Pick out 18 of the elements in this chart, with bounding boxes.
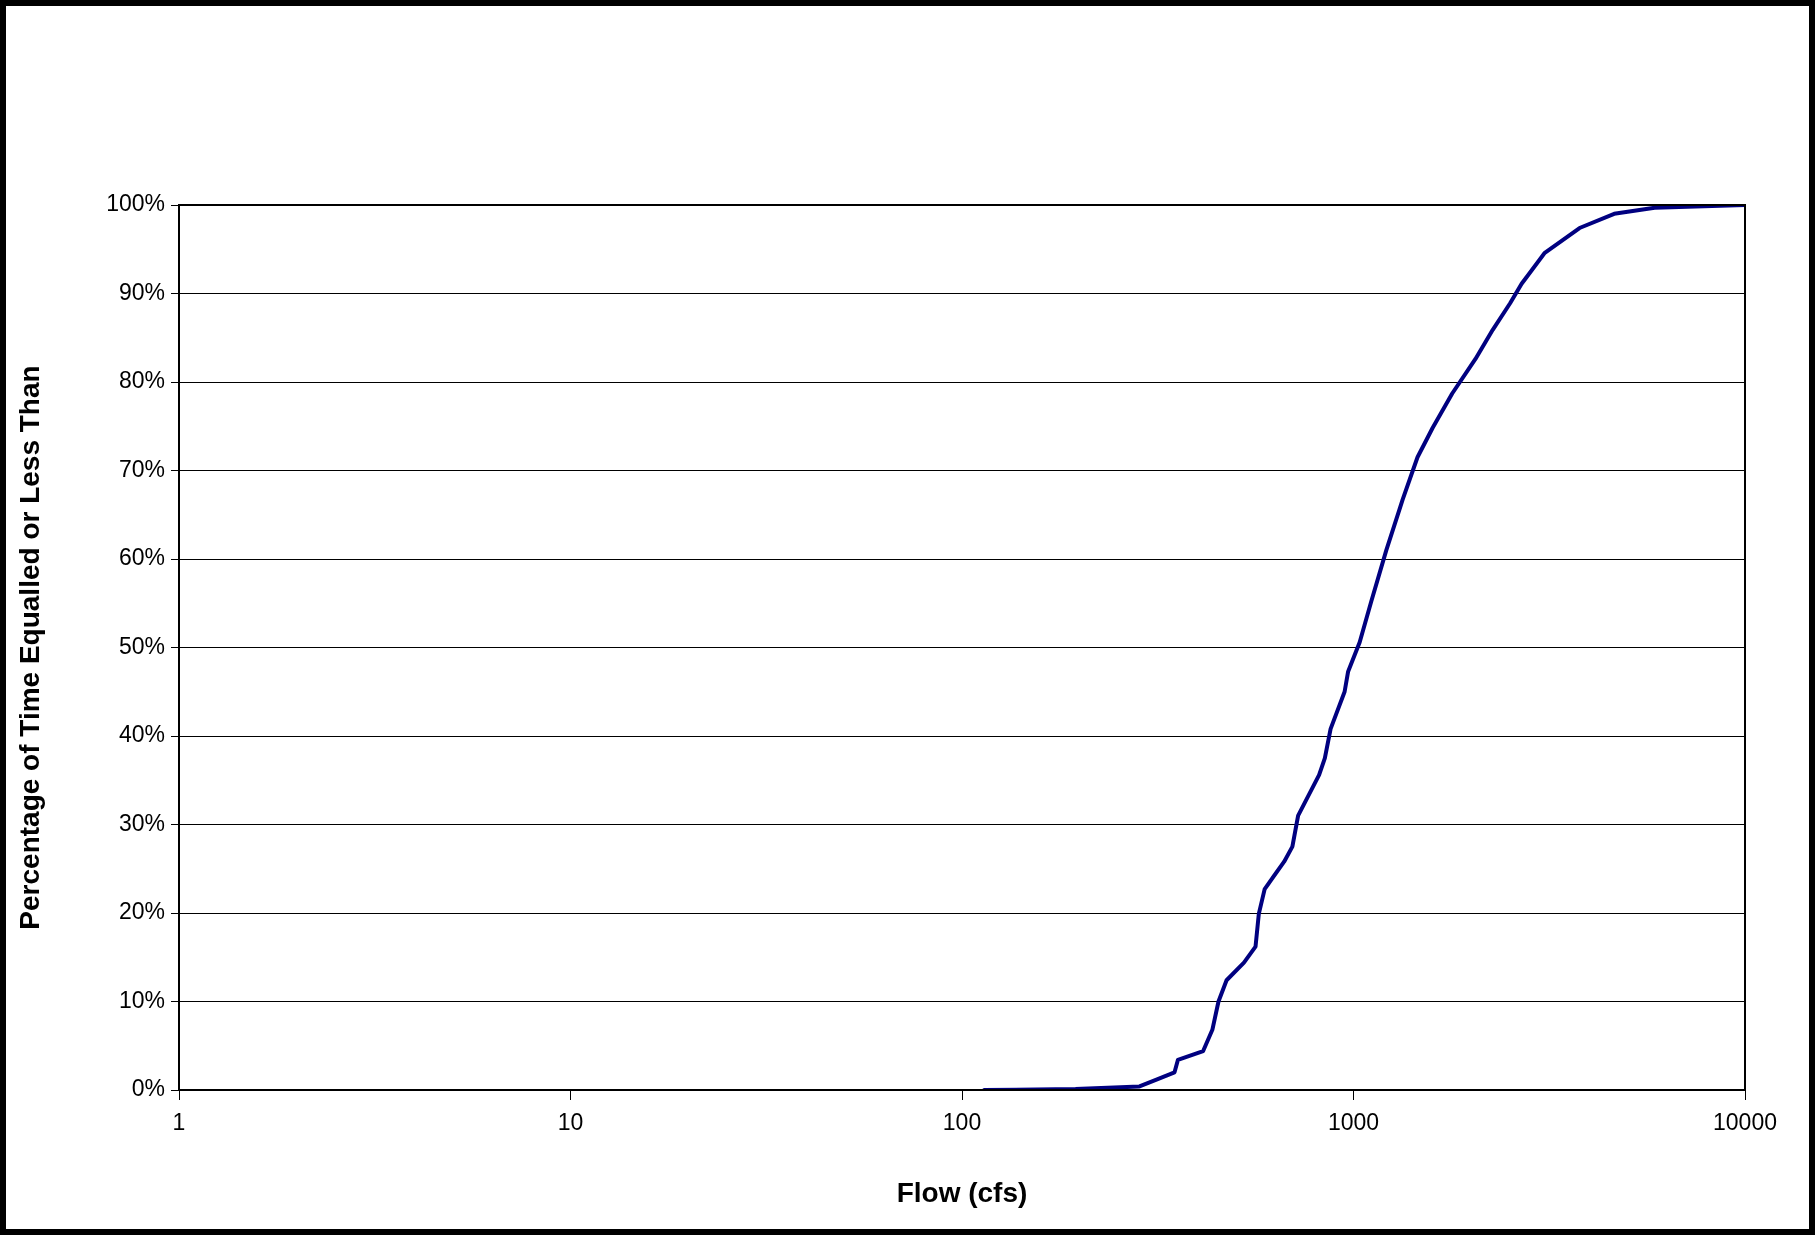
y-tick-label: 70% (118, 455, 165, 482)
x-axis-title: Flow (cfs) (896, 1176, 1028, 1208)
y-axis-title: Percentage of Time Equalled or Less Than (13, 365, 45, 930)
y-tick-label: 80% (118, 367, 165, 394)
y-tick-label: 40% (118, 721, 165, 748)
x-tick-label: 10000 (1713, 1109, 1777, 1136)
x-tick-label: 1000 (1327, 1109, 1380, 1136)
y-tick-label: 20% (118, 898, 165, 925)
y-tick-label: 90% (118, 278, 165, 305)
x-tick-label: 100 (942, 1109, 982, 1136)
x-tick-label: 1 (172, 1109, 186, 1136)
y-tick-label: 0% (131, 1075, 165, 1102)
y-tick-label: 30% (118, 809, 165, 836)
y-tick-label: 100% (106, 190, 165, 217)
y-tick-label: 10% (118, 986, 165, 1013)
x-tick-label: 10 (557, 1109, 584, 1136)
y-tick-label: 60% (118, 544, 165, 571)
y-tick-label: 50% (118, 632, 165, 659)
